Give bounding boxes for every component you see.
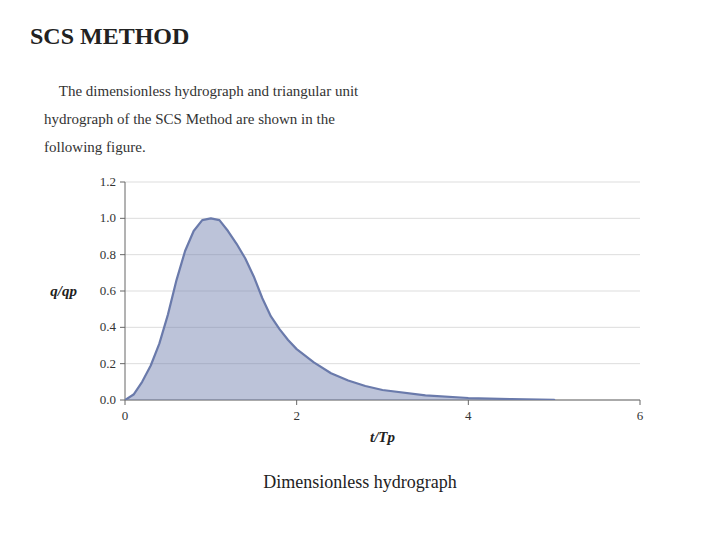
subtitle: following figure.: [44, 139, 146, 155]
tick-mark: [640, 400, 641, 405]
tick-label: 0.4: [100, 319, 117, 334]
axes: 0.0 0.2 0.4 0.6 0.8 1.0 1.2 0 2 4 6: [100, 174, 644, 423]
tick-label: 0.2: [100, 356, 116, 371]
grid: [125, 182, 640, 400]
tick-mark: [120, 254, 125, 255]
tick-label: 2: [293, 408, 300, 423]
grid-line: [125, 182, 640, 183]
chart: SCS METHOD The dimensionless hydrograph …: [0, 0, 720, 540]
tick-mark: [125, 400, 126, 405]
tick-label: 4: [465, 408, 472, 423]
tick-label: 0.8: [100, 247, 116, 262]
tick-mark: [120, 291, 125, 292]
tick-label: 0.6: [100, 283, 117, 298]
tick-mark: [296, 400, 297, 405]
tick-mark: [120, 218, 125, 219]
area: [125, 218, 554, 400]
title: SCS METHOD: [30, 23, 189, 49]
grid-line: [125, 218, 640, 219]
tick-mark: [120, 182, 125, 183]
tick-mark: [120, 363, 125, 364]
x-axis-label: t/Tp: [370, 429, 395, 445]
caption: Dimensionless hydrograph: [263, 472, 456, 492]
y-axis-label: q/qp: [50, 283, 77, 299]
subtitle: The dimensionless hydrograph and triangu…: [44, 83, 359, 99]
plot-data: [125, 218, 554, 400]
tick-label: 6: [637, 408, 644, 423]
tick-mark: [120, 327, 125, 328]
tick-label: 1.2: [100, 174, 116, 189]
tick-mark: [468, 400, 469, 405]
tick-label: 0.0: [100, 392, 116, 407]
tick-mark: [120, 400, 125, 401]
tick-label: 1.0: [100, 210, 116, 225]
subtitle: hydrograph of the SCS Method are shown i…: [44, 111, 335, 127]
line: [125, 218, 554, 400]
y-axis-line: [125, 182, 126, 400]
tick-label: 0: [122, 408, 129, 423]
